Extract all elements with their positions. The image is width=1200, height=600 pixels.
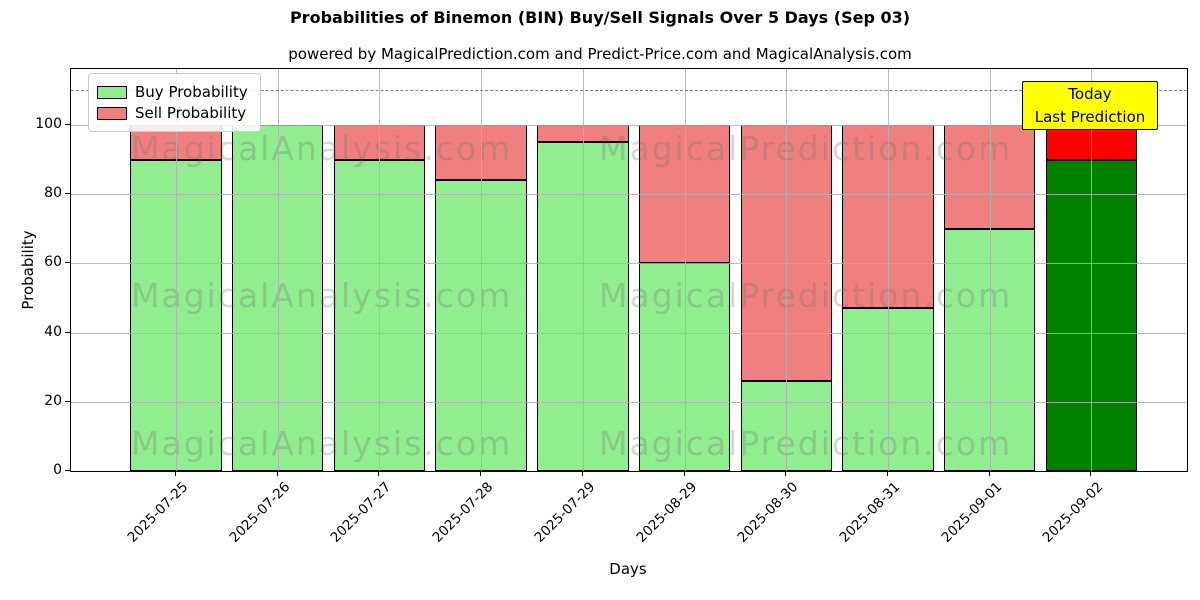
buy-segment [842,308,934,471]
buy-segment [231,125,324,471]
buy-segment [537,142,629,471]
sell-segment [842,125,934,309]
y-axis-label: Probability [19,230,37,310]
buy-segment [333,159,426,471]
bar-group-2025-09-01 [943,125,1036,471]
bar-group-2025-07-25 [130,125,222,471]
sell-segment [435,125,527,181]
sell-segment [740,125,832,381]
buy-segment [130,159,222,471]
legend-sell-label: Sell Probability [135,104,247,122]
x-axis-label: Days [609,560,647,578]
legend-row-buy: Buy Probability [97,83,248,101]
y-tick-mark [65,470,70,471]
buy-segment [1045,159,1138,471]
y-tick-label: 20 [44,392,62,409]
sell-segment [1045,125,1138,160]
y-tick-label: 60 [44,254,62,271]
bar-group-2025-07-27 [333,125,426,471]
sell-segment [638,125,731,264]
buy-segment [740,381,832,471]
legend: Buy Probability Sell Probability [88,73,261,132]
sell-segment [333,125,426,160]
bar-group-2025-08-29 [638,125,731,471]
y-tick-label: 0 [53,462,62,478]
x-tick-mark [785,471,787,476]
y-tick-label: 40 [44,323,62,340]
chart-title: Probabilities of Binemon (BIN) Buy/Sell … [289,8,911,27]
buy-segment [638,263,731,471]
bar-group-2025-08-31 [842,125,934,471]
plot-area: MagicalAnalysis.com MagicalPrediction.com… [70,68,1188,472]
x-tick-mark [1090,471,1092,476]
x-tick-mark [276,471,278,476]
bar-group-2025-07-29 [537,125,629,471]
x-tick-mark [175,471,176,476]
legend-row-sell: Sell Probability [97,104,248,122]
x-tick-mark [988,471,990,476]
today-annotation-line1: Today [1068,84,1112,103]
bar-group-2025-07-28 [435,125,527,471]
chart-subtitle: powered by MagicalPrediction.com and Pre… [288,45,912,63]
y-tick-mark [65,331,70,333]
x-tick-mark [683,471,685,476]
y-tick-mark [65,124,70,125]
x-tick-mark [886,471,888,476]
y-tick-mark [65,262,70,264]
sell-segment [537,125,629,143]
bar-group-2025-07-26 [231,125,324,471]
today-annotation: Today Last Prediction [1022,81,1158,130]
x-tick-mark [378,471,380,476]
buy-segment [943,228,1036,471]
legend-buy-label: Buy Probability [135,83,248,101]
sell-segment [943,125,1036,229]
y-tick-label: 100 [35,116,62,132]
y-tick-label: 80 [44,185,62,202]
today-annotation-line2: Last Prediction [1034,107,1146,126]
y-tick-mark [65,193,70,195]
buy-segment [435,180,527,471]
x-tick-mark [581,471,583,476]
x-tick-mark [480,471,482,476]
sell-swatch-icon [97,106,127,120]
y-tick-mark [65,400,70,402]
bar-group-2025-09-02 [1045,125,1138,471]
bar-group-2025-08-30 [740,125,832,471]
buy-swatch-icon [97,85,127,99]
